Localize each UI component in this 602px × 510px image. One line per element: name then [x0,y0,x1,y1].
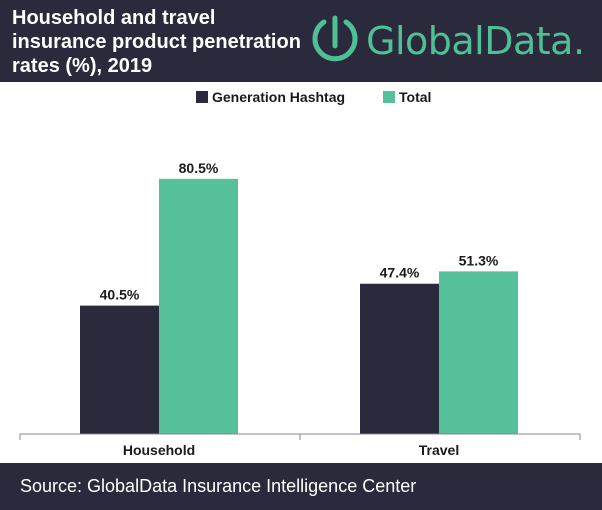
data-label-travel-series-1: 47.4% [380,265,420,281]
bar-travel-series-2 [439,271,518,434]
globaldata-logo: GlobalData. [310,14,595,68]
source-note: Source: GlobalData Insurance Intelligenc… [20,476,417,496]
legend-swatch-1 [196,91,208,103]
logo-wordmark: GlobalData. [366,19,585,63]
bar-chart: Generation Hashtag Total 40.5% 80.5% 47.4% 51… [19,89,581,458]
footer-bar: Source: GlobalData Insurance Intelligenc… [0,463,602,510]
bar-household-series-2 [159,178,238,434]
globaldata-logo-icon [312,15,358,62]
bar-travel-series-1 [360,283,439,434]
bar-household-series-1 [80,305,159,434]
chart-title: Household and travel insurance product p… [12,7,301,77]
data-label-household-series-1: 40.5% [100,287,140,303]
legend-label-1: Generation Hashtag [212,89,345,105]
x-tick-label-household: Household [123,442,195,458]
legend-swatch-2 [383,91,395,103]
header-bar: Household and travel insurance product p… [0,0,602,82]
legend-label-2: Total [399,89,431,105]
data-label-household-series-2: 80.5% [179,160,219,176]
data-label-travel-series-2: 51.3% [459,252,499,268]
x-tick-label-travel: Travel [419,442,459,458]
